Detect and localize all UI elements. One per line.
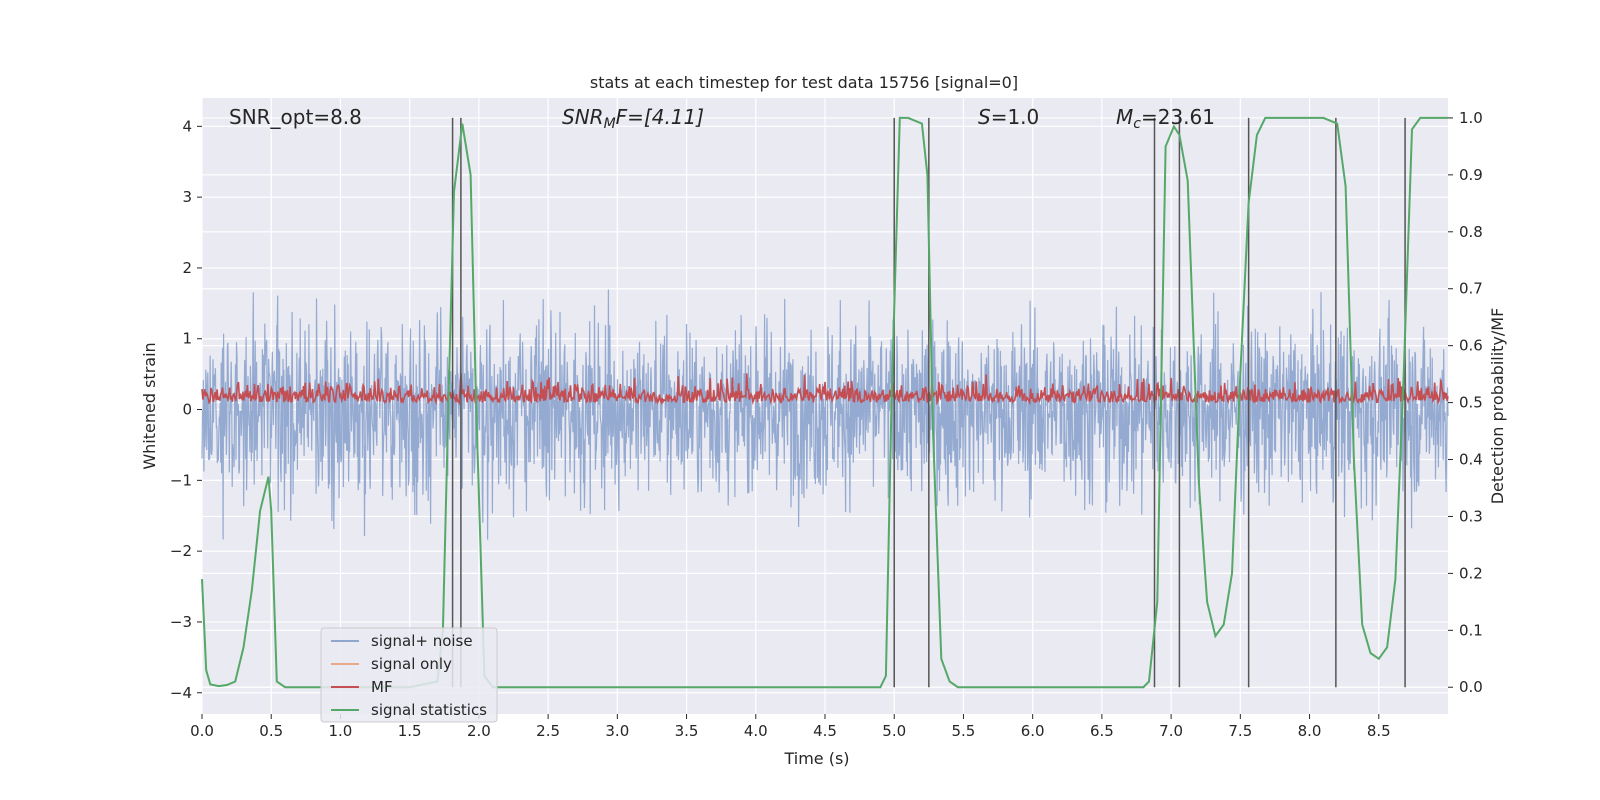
x-tick-label-15: 7.5	[1228, 722, 1252, 740]
series-signal-noise	[201, 289, 1449, 540]
y-axis-label: Whitened strain	[140, 342, 159, 469]
x-tick-label-13: 6.5	[1090, 722, 1114, 740]
y-tick-label-6: 2	[182, 259, 192, 277]
x-tick-label-17: 8.5	[1367, 722, 1391, 740]
annotation-mc: Mc=23.61	[1116, 105, 1215, 132]
x-tick-label-7: 3.5	[675, 722, 699, 740]
y2-tick-label-5: 0.5	[1459, 394, 1483, 412]
y2-tick-label-8: 0.8	[1459, 223, 1483, 241]
x-tick-label-6: 3.0	[605, 722, 629, 740]
y2-tick-label-2: 0.2	[1459, 564, 1483, 582]
y2-tick-label-10: 1.0	[1459, 109, 1483, 127]
x-tick-label-16: 8.0	[1298, 722, 1322, 740]
y-tick-label-0: −4	[170, 684, 192, 702]
x-tick-label-4: 2.0	[467, 722, 491, 740]
signal-statistics-line	[201, 116, 1448, 689]
y-tick-label-5: 1	[182, 330, 192, 348]
legend-label-signal-only: signal only	[371, 655, 452, 673]
annotation-snr-mf: SNRMF=[4.11]	[562, 105, 704, 132]
x-axis-label: Time (s)	[783, 749, 849, 768]
x-tick-label-5: 2.5	[536, 722, 560, 740]
x-tick-label-14: 7.0	[1159, 722, 1183, 740]
y2-tick-label-7: 0.7	[1459, 280, 1483, 298]
y2-axis-ticks: 0.0 0.1 0.2 0.3 0.4 0.5 0.6 0.7 0.8 0.9 1.0	[1448, 109, 1483, 696]
y2-axis-label: Detection probability/MF	[1488, 308, 1507, 505]
x-tick-label-11: 5.5	[952, 722, 976, 740]
y-tick-label-8: 4	[182, 117, 192, 135]
y-tick-label-3: −1	[170, 471, 192, 489]
x-tick-label-10: 5.0	[882, 722, 906, 740]
y2-tick-label-6: 0.6	[1459, 337, 1483, 355]
legend-label-signal-statistics: signal statistics	[371, 701, 487, 719]
chart-title: stats at each timestep for test data 157…	[590, 73, 1018, 92]
y2-tick-label-4: 0.4	[1459, 451, 1483, 469]
legend-box	[320, 627, 498, 723]
signal-noise-line	[201, 289, 1449, 540]
x-tick-label-0: 0.0	[190, 722, 214, 740]
y2-tick-label-9: 0.9	[1459, 166, 1483, 184]
y2-tick-label-0: 0.0	[1459, 678, 1483, 696]
x-tick-label-3: 1.5	[398, 722, 422, 740]
y-tick-label-1: −3	[170, 613, 192, 631]
y-tick-label-4: 0	[182, 401, 192, 419]
vertical-markers	[451, 117, 1406, 688]
y2-tick-label-1: 0.1	[1459, 621, 1483, 639]
legend: signal+ noise signal only MF signal stat…	[320, 627, 498, 723]
x-axis-ticks: 0.0 0.5 1.0 1.5 2.0 2.5 3.0 3.5 4.0 4.5 5.0 5.5 6.0 6…	[190, 714, 1391, 740]
x-tick-label-9: 4.5	[813, 722, 837, 740]
x-tick-label-8: 4.0	[744, 722, 768, 740]
annotation-s: S=1.0	[978, 105, 1039, 129]
y-axis-ticks: −4 −3 −2 −1 0 1 2 3 4	[170, 117, 202, 702]
y2-tick-label-3: 0.3	[1459, 507, 1483, 525]
legend-label-mf: MF	[371, 678, 393, 696]
legend-label-signal-noise: signal+ noise	[371, 632, 473, 650]
y-tick-label-2: −2	[170, 542, 192, 560]
series-signal-statistics	[201, 116, 1448, 689]
annotation-snr-opt: SNR_opt=8.8	[229, 105, 362, 129]
x-tick-label-2: 1.0	[329, 722, 353, 740]
x-tick-label-12: 6.0	[1021, 722, 1045, 740]
x-tick-label-1: 0.5	[259, 722, 283, 740]
y-tick-label-7: 3	[182, 188, 192, 206]
